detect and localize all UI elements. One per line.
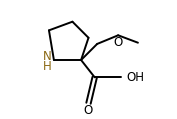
- Text: O: O: [84, 104, 93, 117]
- Text: OH: OH: [126, 71, 144, 84]
- Text: H: H: [43, 60, 52, 73]
- Text: N: N: [43, 50, 52, 63]
- Text: O: O: [113, 36, 123, 49]
